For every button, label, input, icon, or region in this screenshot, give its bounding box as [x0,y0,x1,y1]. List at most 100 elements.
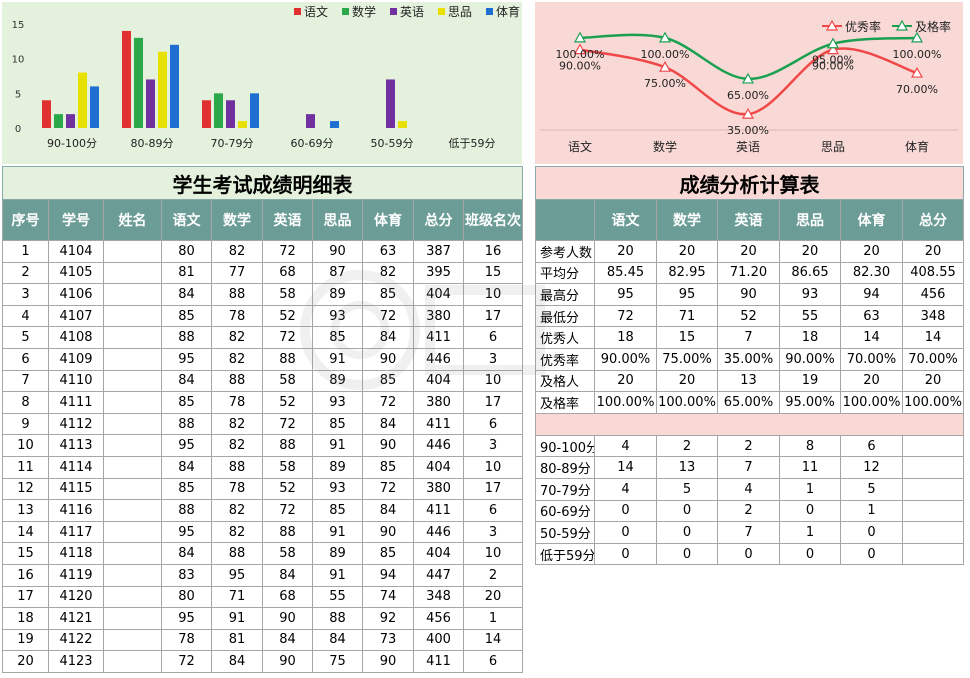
analysis-cell: 0 [594,499,657,523]
line-marker-0-0 [573,43,587,55]
bar-1-1 [134,37,143,128]
table-row: 14 4117 95 82 88 91 90 446 3 [2,520,524,544]
analysis-cell: 0 [656,542,718,566]
analysis-cell: 0 [779,542,841,566]
legend-label-0: 语文 [304,4,328,19]
row-label: 及格人 [535,369,595,393]
analysis-cell: 85.45 [594,261,657,285]
table-row: 及格人 20 20 13 19 20 20 [535,369,965,393]
detail-cell: 89 [312,542,363,565]
detail-cell: 7 [2,369,49,393]
detail-cell: 14 [462,628,524,652]
detail-cell: 10 [462,455,524,479]
detail-cell: 19 [2,628,49,652]
detail-header-7: 体育 [362,199,414,241]
detail-cell: 9 [2,412,49,436]
detail-cell: 4109 [48,347,104,371]
detail-cell: 77 [211,261,263,285]
table-row: 3 4106 84 88 58 89 85 404 10 [2,283,524,306]
detail-cell: 90 [362,520,414,544]
detail-cell: 72 [161,650,212,673]
detail-cell: 84 [161,369,212,393]
detail-cell [103,563,162,587]
line-marker-1-0 [573,31,587,43]
analysis-cell: 18 [779,326,841,349]
bar-0-2 [66,114,75,128]
analysis-cell: 13 [717,369,780,393]
y-tick-label-0: 0 [15,124,21,135]
detail-cell: 75 [312,650,363,673]
score-analysis-table: 成绩分析计算表 语文 数学 英语 思品 体育 总分 参考人数 20 20 20 20 20 20 平均分… [534,166,965,566]
detail-cell: 90 [312,240,363,263]
detail-cell: 446 [413,434,464,457]
analysis-cell: 95 [594,283,657,306]
detail-cell: 8 [2,391,49,414]
detail-cell: 411 [413,650,464,673]
legend-swatch-3 [438,8,445,15]
detail-cell: 72 [262,240,313,263]
table-row: 11 4114 84 88 58 89 85 404 10 [2,455,524,479]
detail-cell: 411 [413,412,464,436]
detail-cell: 58 [262,369,313,393]
detail-cell: 91 [312,520,363,544]
analysis-cell: 55 [779,304,841,328]
x-tick-label-1: 80-89分 [131,137,174,150]
detail-cell: 84 [161,283,212,306]
analysis-cell: 14 [901,326,965,349]
analysis-cell: 12 [840,456,903,479]
analysis-cell: 4 [594,477,657,501]
analysis-cell: 72 [594,304,657,328]
analysis-cell: 70.00% [840,347,903,371]
analysis-cell: 348 [901,304,965,328]
detail-cell: 14 [2,520,49,544]
detail-cell: 10 [462,369,524,393]
bar-2-2 [226,100,235,128]
detail-header-row: 序号 学号 姓名 语文 数学 英语 思品 体育 总分 班级名次 [2,199,524,241]
table-row: 19 4122 78 81 84 84 73 400 14 [2,628,524,652]
analysis-cell: 20 [656,369,718,393]
detail-cell [103,412,162,436]
y-tick-label-1: 5 [15,89,21,100]
detail-cell: 5 [2,326,49,349]
detail-cell: 4123 [48,650,104,673]
detail-cell: 89 [312,283,363,306]
row-label: 参考人数 [535,240,595,263]
analysis-cell: 63 [840,304,903,328]
detail-cell: 95 [161,347,212,371]
detail-cell: 84 [362,326,414,349]
analysis-cell: 71.20 [717,261,780,285]
detail-cell: 446 [413,347,464,371]
detail-cell: 20 [462,585,524,609]
detail-cell: 52 [262,391,313,414]
detail-cell: 58 [262,542,313,565]
row-label: 优秀率 [535,347,595,371]
bar-0-4 [90,86,99,128]
y-tick-label-2: 10 [12,55,25,66]
detail-cell: 72 [362,477,414,501]
table-row: 90-100分 4 2 2 8 6 [535,434,965,458]
analysis-cell: 0 [594,542,657,566]
detail-cell: 90 [262,607,313,630]
bar-2-4 [250,93,259,128]
detail-cell: 4118 [48,542,104,565]
detail-cell: 4114 [48,455,104,479]
detail-cell: 74 [362,585,414,609]
detail-cell: 88 [211,455,263,479]
table-row: 2 4105 81 77 68 87 82 395 15 [2,261,524,285]
analysis-cell: 0 [594,521,657,544]
detail-cell: 82 [362,261,414,285]
detail-cell: 4105 [48,261,104,285]
detail-cell: 88 [211,369,263,393]
detail-cell [103,240,162,263]
detail-cell: 85 [362,542,414,565]
bar-2-1 [214,93,223,128]
detail-cell: 4119 [48,563,104,587]
detail-cell: 380 [413,477,464,501]
detail-cell: 4104 [48,240,104,263]
detail-cell: 404 [413,369,464,393]
detail-cell: 11 [2,455,49,479]
analysis-cell: 95.00% [779,391,841,414]
detail-cell: 446 [413,520,464,544]
bar-2-3 [238,121,247,128]
detail-cell: 93 [312,477,363,501]
